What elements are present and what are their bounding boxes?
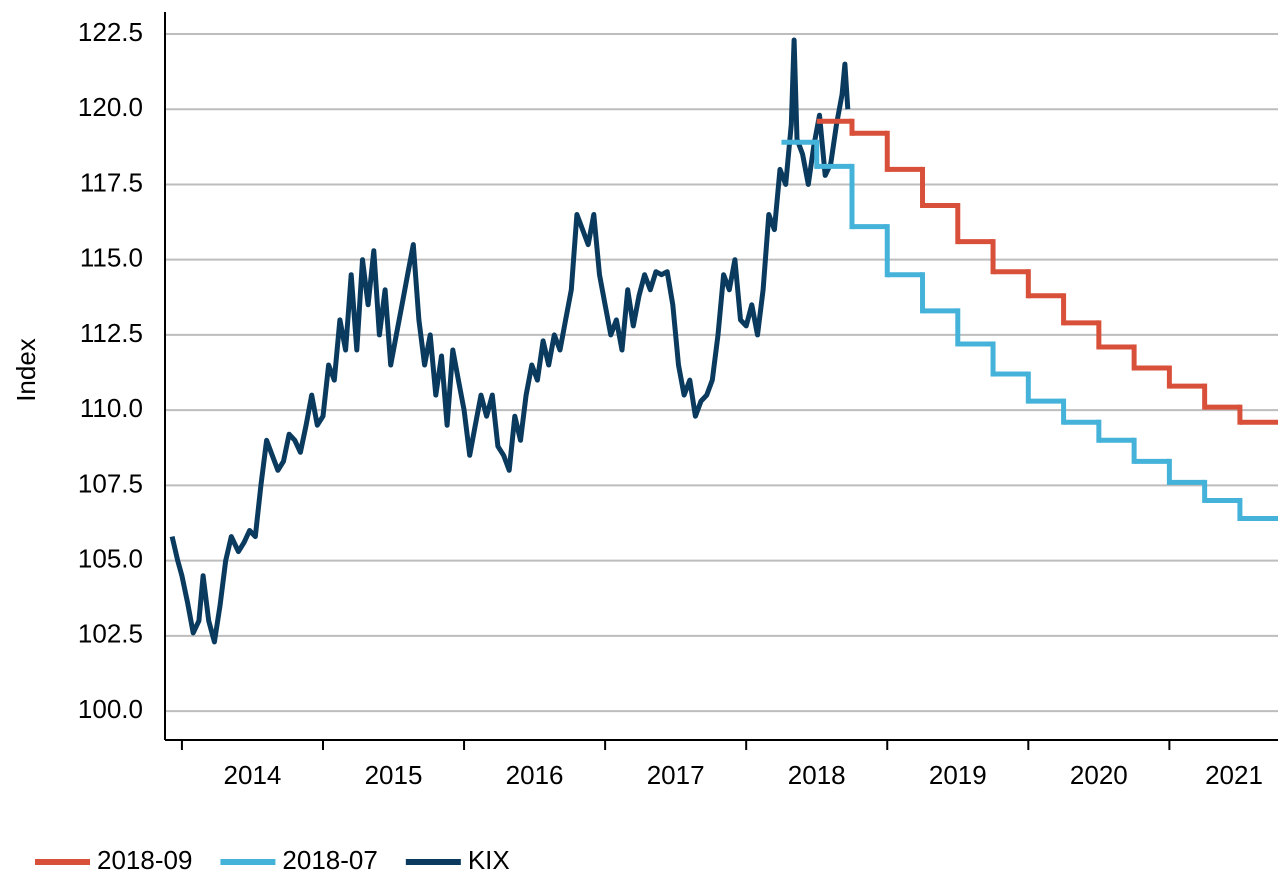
x-tick-label: 2015: [365, 760, 423, 790]
y-tick-label: 105.0: [78, 544, 143, 574]
y-tick-label: 117.5: [80, 167, 143, 197]
y-tick-label: 107.5: [78, 468, 143, 498]
y-tick-label: 112.5: [80, 318, 143, 348]
y-axis-label: Index: [11, 338, 41, 402]
y-tick-label: 110.0: [80, 393, 143, 423]
legend-label: KIX: [468, 845, 510, 875]
x-tick-label: 2018: [788, 760, 846, 790]
y-tick-label: 122.5: [78, 17, 143, 47]
y-tick-label: 100.0: [78, 694, 143, 724]
x-tick-label: 2017: [647, 760, 705, 790]
x-tick-label: 2021: [1205, 760, 1263, 790]
x-tick-label: 2020: [1070, 760, 1128, 790]
x-tick-label: 2014: [224, 760, 282, 790]
y-tick-label: 120.0: [78, 92, 143, 122]
x-tick-label: 2019: [929, 760, 987, 790]
y-tick-label: 115.0: [80, 243, 143, 273]
grid: [165, 32, 1278, 713]
plot-area: [169, 37, 1278, 645]
legend-label: 2018-07: [282, 845, 377, 875]
axes: 100.0 102.5 105.0 107.5 110.0 112.5 115.0 117.5…: [78, 12, 1278, 790]
x-tick-label: 2016: [506, 760, 564, 790]
y-tick-label: 102.5: [78, 619, 143, 649]
line: [169, 37, 851, 645]
legend-label: 2018-09: [97, 845, 192, 875]
